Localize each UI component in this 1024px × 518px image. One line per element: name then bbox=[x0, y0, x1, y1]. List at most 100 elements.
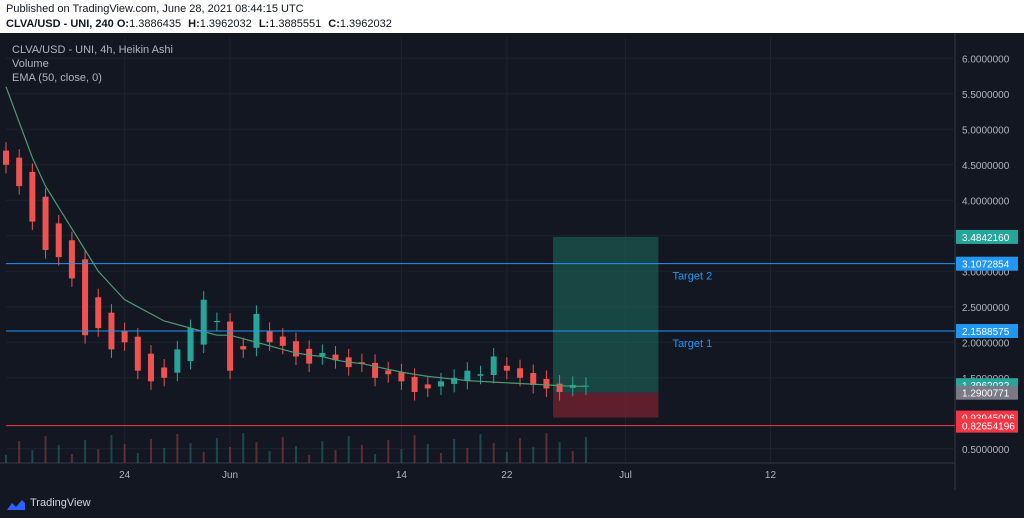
volume-bar bbox=[492, 443, 495, 463]
volume-bar bbox=[202, 452, 205, 463]
volume-bar bbox=[413, 435, 416, 463]
volume-bar bbox=[584, 437, 587, 463]
volume-bar bbox=[163, 448, 166, 463]
volume-bar bbox=[123, 444, 126, 463]
candle-body bbox=[227, 321, 234, 371]
candle-body bbox=[42, 196, 49, 250]
symbol-text: CLVA/USD - UNI, 240 bbox=[6, 18, 114, 30]
candle-body bbox=[437, 381, 444, 387]
candle-body bbox=[134, 336, 141, 371]
price-axis-tag-text: 3.1072854 bbox=[962, 260, 1010, 271]
volume-bar bbox=[149, 439, 152, 463]
footer-bar: TradingView bbox=[0, 490, 1024, 518]
chart-background bbox=[0, 33, 1024, 490]
candle-body bbox=[398, 372, 405, 382]
candle-body bbox=[68, 240, 75, 279]
x-tick-label: 12 bbox=[765, 470, 777, 481]
candle-body bbox=[490, 356, 497, 376]
volume-bar bbox=[334, 450, 337, 463]
volume-bar bbox=[189, 443, 192, 463]
candle-body bbox=[582, 385, 589, 387]
y-tick-label: 2.0000000 bbox=[962, 338, 1010, 349]
volume-bar bbox=[268, 451, 271, 463]
open-value: 1.3886435 bbox=[129, 18, 182, 30]
candle-body bbox=[55, 223, 62, 258]
volume-bar bbox=[31, 450, 34, 463]
y-tick-label: 6.0000000 bbox=[962, 54, 1010, 65]
volume-bar bbox=[558, 442, 561, 463]
volume-bar bbox=[242, 433, 245, 463]
open-label: O: bbox=[116, 18, 130, 30]
low-label: L: bbox=[258, 18, 270, 30]
volume-bar bbox=[57, 445, 60, 463]
level-label: Target 1 bbox=[672, 338, 712, 350]
volume-bar bbox=[466, 448, 469, 463]
candle-body bbox=[517, 368, 524, 378]
volume-bar bbox=[97, 449, 100, 463]
tradingview-logo-icon bbox=[7, 500, 25, 510]
y-tick-label: 5.5000000 bbox=[962, 90, 1010, 101]
price-axis-tag-text: 2.1588575 bbox=[962, 327, 1010, 338]
candle-body bbox=[319, 352, 326, 357]
y-tick-label: 4.0000000 bbox=[962, 196, 1010, 207]
price-axis-tag-text: 1.2900771 bbox=[962, 389, 1010, 400]
volume-bar bbox=[439, 453, 442, 463]
y-tick-label: 2.5000000 bbox=[962, 303, 1010, 314]
candle-body bbox=[411, 376, 418, 392]
volume-bar bbox=[347, 436, 350, 463]
tradingview-brand-text: TradingView bbox=[30, 497, 91, 509]
price-axis-tag-text: 3.4842160 bbox=[962, 233, 1010, 244]
volume-bar bbox=[84, 440, 87, 463]
candle-body bbox=[174, 349, 181, 373]
candle-body bbox=[372, 362, 379, 378]
volume-bar bbox=[453, 439, 456, 463]
candle-body bbox=[3, 150, 9, 165]
volume-bar bbox=[294, 446, 297, 463]
candle-body bbox=[385, 370, 392, 375]
volume-bar bbox=[5, 455, 7, 463]
price-axis-tag bbox=[956, 229, 1018, 244]
volume-bar bbox=[176, 434, 179, 463]
price-chart[interactable]: 6.0000000 5.5000000 5.0000000 4.5000000 4.00… bbox=[0, 33, 1024, 490]
candle-body bbox=[121, 331, 128, 343]
candle-body bbox=[29, 171, 36, 222]
low-value: 1.3885551 bbox=[269, 18, 322, 30]
x-tick-label: Jun bbox=[222, 470, 238, 481]
candle-body bbox=[213, 321, 220, 323]
volume-bar bbox=[70, 454, 73, 463]
volume-bar bbox=[18, 441, 21, 463]
volume-bar bbox=[532, 447, 535, 463]
price-axis-tag bbox=[956, 256, 1018, 271]
candle-body bbox=[292, 341, 299, 357]
volume-bar bbox=[281, 437, 284, 463]
volume-bar bbox=[136, 453, 139, 463]
level-label: Target 2 bbox=[672, 271, 712, 283]
volume-bar bbox=[44, 436, 47, 463]
volume-bar bbox=[479, 434, 482, 463]
close-value: 1.3962032 bbox=[339, 18, 392, 30]
price-axis-tag bbox=[956, 324, 1018, 339]
candle-body bbox=[161, 367, 168, 378]
volume-bar bbox=[308, 455, 311, 463]
high-value: 1.3962032 bbox=[199, 18, 252, 30]
price-axis-tag bbox=[956, 418, 1018, 433]
candle-body bbox=[543, 378, 550, 389]
ema-indicator-label[interactable]: EMA (50, close, 0) bbox=[12, 72, 102, 84]
candle-body bbox=[477, 374, 484, 376]
price-axis-tag bbox=[956, 385, 1018, 400]
volume-bar bbox=[400, 449, 403, 463]
volume-bar bbox=[215, 438, 218, 463]
candle-body bbox=[16, 157, 23, 187]
y-tick-label: 0.5000000 bbox=[962, 445, 1010, 456]
x-tick-label: 22 bbox=[501, 470, 513, 481]
volume-bar bbox=[374, 454, 377, 463]
candle-body bbox=[503, 365, 510, 371]
volume-bar bbox=[387, 440, 390, 463]
volume-indicator-label[interactable]: Volume bbox=[12, 58, 49, 70]
ema-line bbox=[5, 86, 586, 387]
candle-body bbox=[200, 299, 207, 345]
volume-bar bbox=[545, 433, 548, 463]
volume-bar bbox=[571, 451, 574, 463]
volume-bar bbox=[110, 435, 113, 463]
published-text: Published on TradingView.com, June 28, 2… bbox=[6, 3, 304, 15]
